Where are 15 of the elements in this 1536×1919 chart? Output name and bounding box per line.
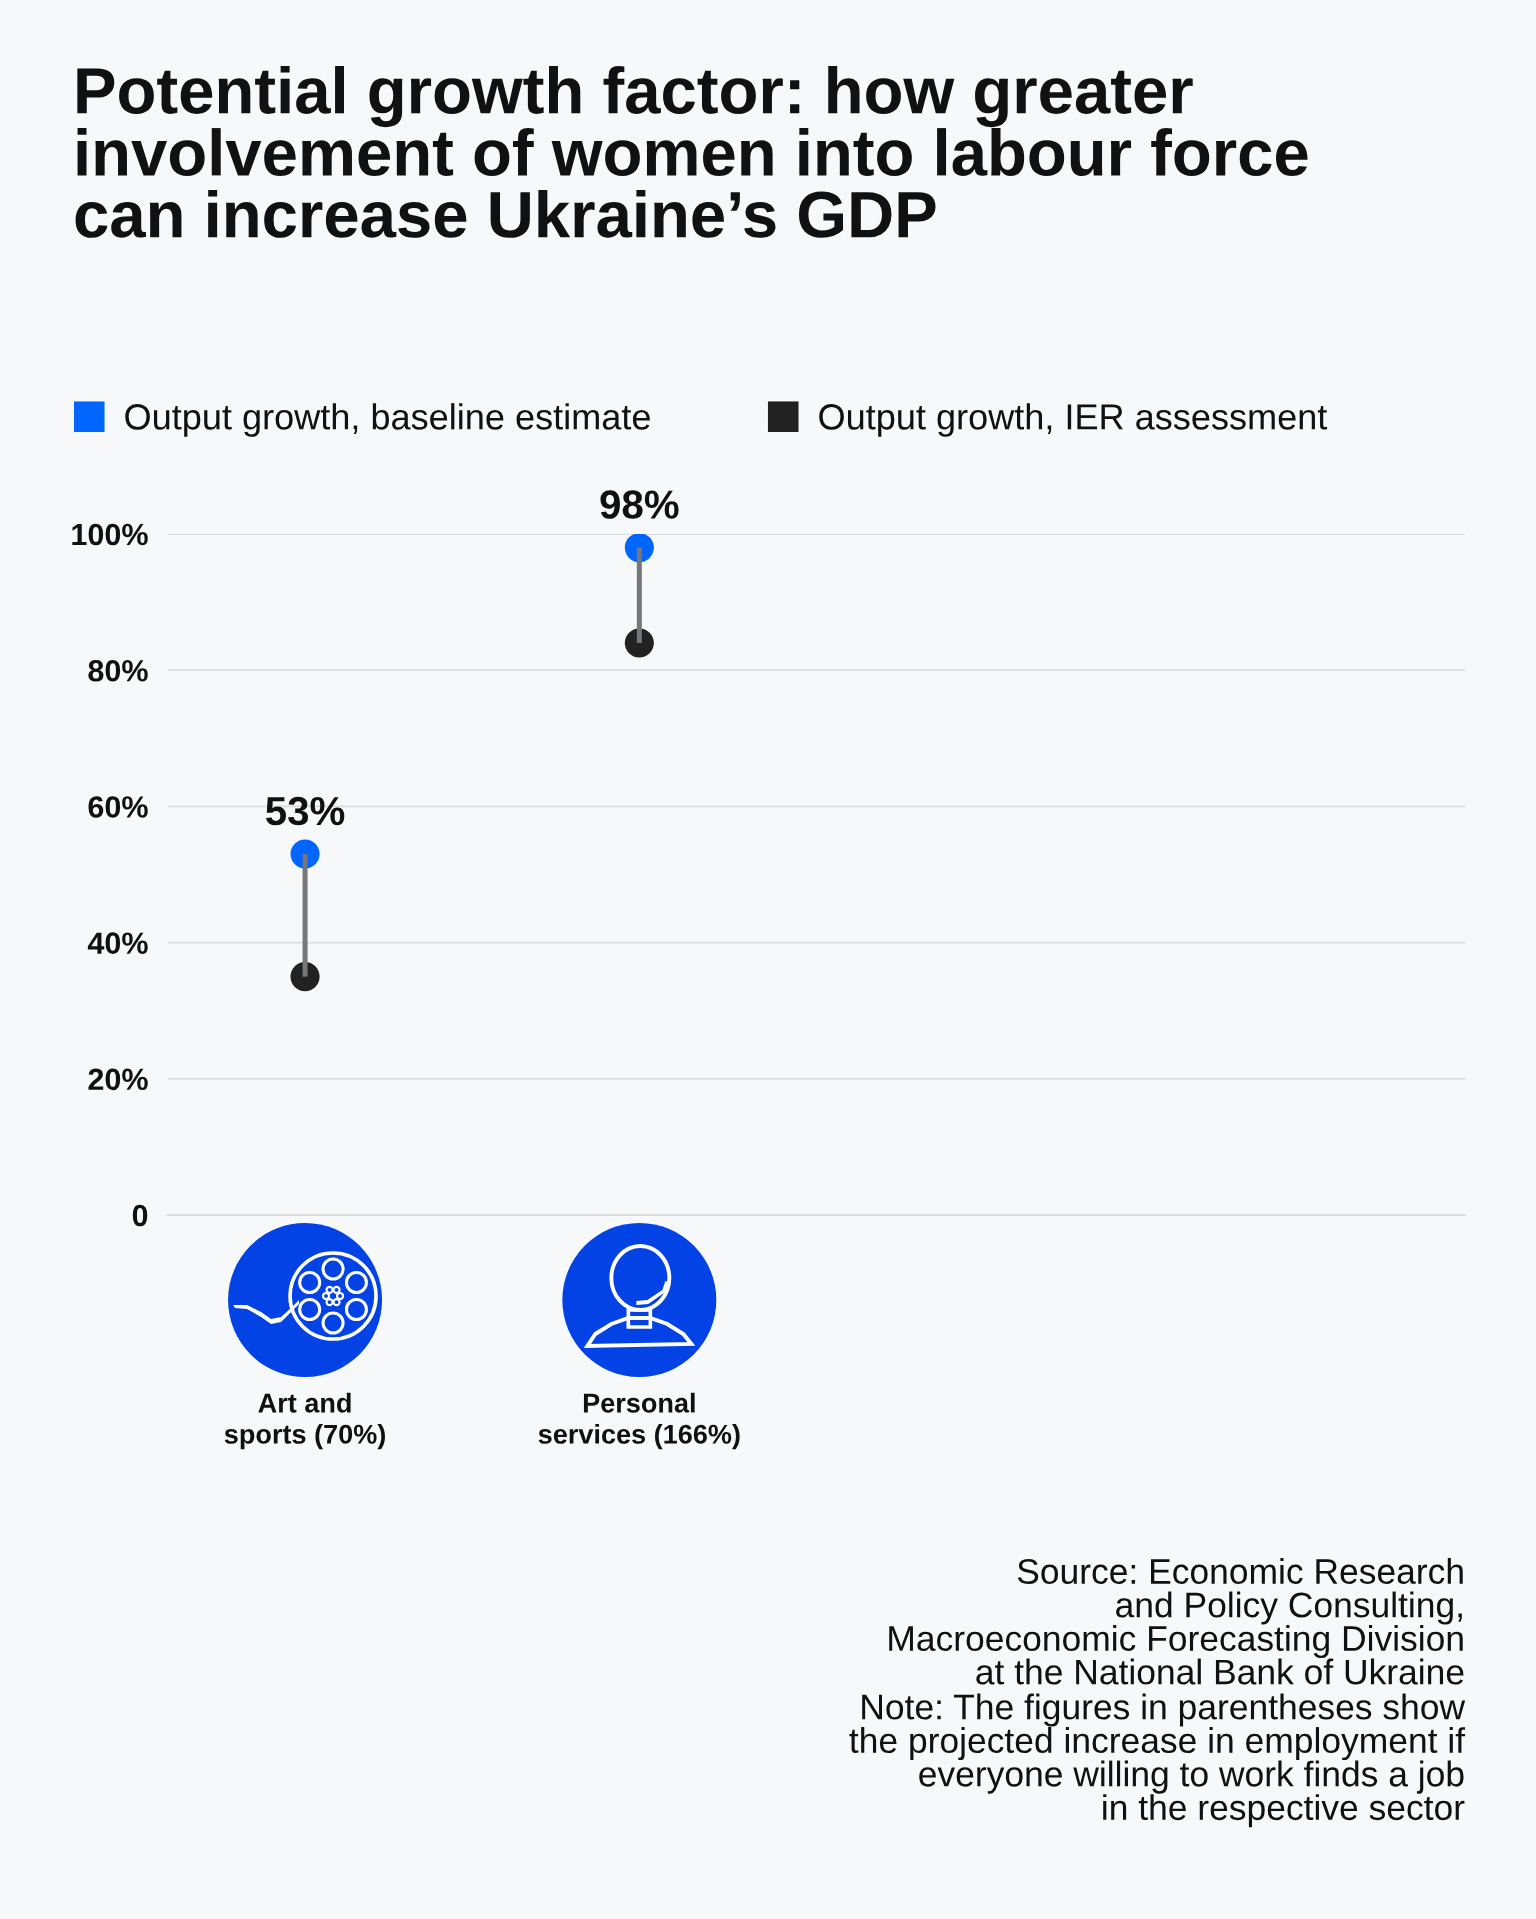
legend-label: Output growth, baseline estimate [125, 403, 650, 437]
y-tick-label: 100% [72, 523, 148, 546]
text: Note: The figures in parentheses show the projected increase in employment if everyone willing to work finds a job in the respective sector [849, 1693, 1466, 1828]
x-tick-label: Personal services (166%) [538, 1392, 740, 1450]
chart-title: Potential growth factor: how greater involvement of women into labour force can increase Ukraine’s GDP [75, 66, 1308, 238]
y-tick-label: 60% [88, 796, 148, 818]
data-label: 98% [600, 490, 679, 519]
x-tick-label: Art and sports (70%) [224, 1392, 385, 1450]
y-tick-label: 40% [87, 932, 148, 954]
y-tick-label: 80% [88, 659, 148, 682]
y-tick-label: 0 [132, 1204, 148, 1227]
y-tick-label: 20% [88, 1068, 148, 1091]
data-label: 53% [265, 796, 345, 826]
legend-label: Output growth, IER assessment [819, 403, 1328, 437]
source-note: Source: Economic Research and Policy Consulting, Macroeconomic Forecasting Division at the National Bank of Ukraine [889, 1558, 1464, 1685]
